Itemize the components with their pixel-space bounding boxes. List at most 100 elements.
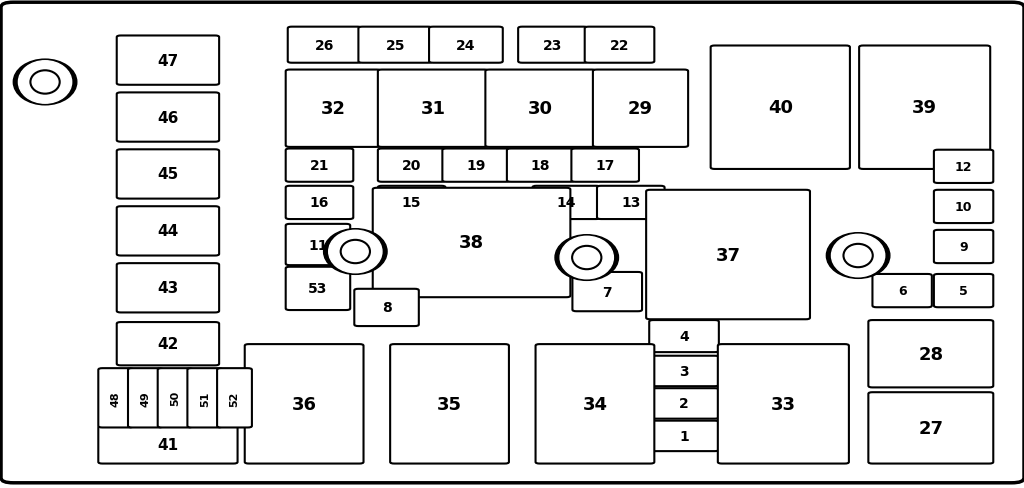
FancyBboxPatch shape (378, 186, 445, 220)
FancyBboxPatch shape (217, 368, 252, 427)
FancyBboxPatch shape (286, 267, 350, 310)
FancyBboxPatch shape (572, 272, 642, 312)
Text: 39: 39 (912, 99, 937, 117)
FancyBboxPatch shape (117, 207, 219, 256)
Ellipse shape (18, 61, 72, 104)
Text: 41: 41 (158, 438, 178, 452)
FancyBboxPatch shape (934, 230, 993, 264)
FancyBboxPatch shape (378, 70, 488, 147)
FancyBboxPatch shape (286, 70, 381, 147)
Ellipse shape (831, 235, 885, 277)
Text: 21: 21 (309, 159, 330, 173)
Text: 12: 12 (954, 161, 973, 174)
Text: 5: 5 (959, 285, 968, 298)
Text: 52: 52 (229, 390, 240, 406)
FancyBboxPatch shape (286, 186, 353, 220)
Text: 32: 32 (321, 100, 346, 118)
Text: 6: 6 (898, 285, 906, 298)
Ellipse shape (555, 235, 618, 281)
Ellipse shape (826, 233, 890, 279)
Ellipse shape (324, 229, 387, 275)
Text: 36: 36 (292, 395, 316, 413)
FancyBboxPatch shape (117, 323, 219, 366)
FancyBboxPatch shape (868, 392, 993, 464)
FancyBboxPatch shape (585, 28, 654, 63)
Text: 1: 1 (679, 429, 689, 443)
FancyBboxPatch shape (390, 345, 509, 464)
FancyBboxPatch shape (649, 321, 719, 352)
FancyBboxPatch shape (128, 368, 163, 427)
Text: 14: 14 (556, 196, 577, 210)
Text: 48: 48 (111, 390, 121, 406)
FancyBboxPatch shape (649, 421, 719, 451)
FancyBboxPatch shape (288, 28, 361, 63)
FancyBboxPatch shape (245, 345, 364, 464)
Text: 40: 40 (768, 99, 793, 117)
Text: 34: 34 (583, 395, 607, 413)
FancyBboxPatch shape (442, 149, 510, 183)
FancyBboxPatch shape (859, 46, 990, 170)
Text: 2: 2 (679, 397, 689, 410)
Text: 26: 26 (315, 39, 334, 53)
FancyBboxPatch shape (378, 149, 445, 183)
Text: 18: 18 (530, 159, 551, 173)
Text: 29: 29 (628, 100, 653, 118)
Text: 20: 20 (402, 159, 421, 173)
Text: 50: 50 (170, 390, 180, 406)
Text: 37: 37 (716, 246, 740, 264)
Text: 35: 35 (437, 395, 462, 413)
Text: 44: 44 (158, 224, 178, 239)
FancyBboxPatch shape (872, 274, 932, 307)
FancyBboxPatch shape (358, 28, 432, 63)
FancyBboxPatch shape (354, 289, 419, 326)
FancyBboxPatch shape (571, 149, 639, 183)
FancyBboxPatch shape (117, 150, 219, 199)
FancyBboxPatch shape (646, 190, 810, 320)
FancyBboxPatch shape (934, 150, 993, 183)
FancyBboxPatch shape (649, 388, 719, 419)
FancyBboxPatch shape (485, 70, 596, 147)
Text: 7: 7 (602, 285, 612, 299)
FancyBboxPatch shape (286, 149, 353, 183)
FancyBboxPatch shape (532, 186, 600, 220)
Text: 51: 51 (200, 390, 210, 406)
FancyBboxPatch shape (593, 70, 688, 147)
FancyBboxPatch shape (286, 224, 350, 265)
FancyBboxPatch shape (117, 37, 219, 85)
FancyBboxPatch shape (117, 93, 219, 142)
Text: 22: 22 (609, 39, 630, 53)
FancyBboxPatch shape (158, 368, 193, 427)
Text: 49: 49 (140, 390, 151, 406)
Text: 43: 43 (158, 281, 178, 296)
Text: 8: 8 (382, 301, 391, 315)
Text: 28: 28 (919, 345, 943, 363)
Text: 19: 19 (467, 159, 485, 173)
Text: 13: 13 (622, 196, 640, 210)
Ellipse shape (329, 231, 382, 273)
FancyBboxPatch shape (98, 427, 238, 464)
FancyBboxPatch shape (98, 368, 133, 427)
FancyBboxPatch shape (649, 356, 719, 386)
Text: 30: 30 (528, 100, 553, 118)
FancyBboxPatch shape (507, 149, 574, 183)
FancyBboxPatch shape (868, 321, 993, 387)
FancyBboxPatch shape (429, 28, 503, 63)
Text: 53: 53 (308, 282, 328, 296)
Text: 16: 16 (310, 196, 329, 210)
FancyBboxPatch shape (934, 274, 993, 307)
Text: 4: 4 (679, 329, 689, 344)
FancyBboxPatch shape (711, 46, 850, 170)
Text: 46: 46 (158, 110, 178, 125)
Text: 24: 24 (456, 39, 476, 53)
Text: 38: 38 (459, 234, 484, 252)
Text: 17: 17 (596, 159, 614, 173)
FancyBboxPatch shape (718, 345, 849, 464)
FancyBboxPatch shape (597, 186, 665, 220)
Text: 23: 23 (544, 39, 562, 53)
Text: 33: 33 (771, 395, 796, 413)
FancyBboxPatch shape (1, 3, 1024, 483)
Ellipse shape (560, 237, 613, 279)
FancyBboxPatch shape (934, 190, 993, 224)
FancyBboxPatch shape (536, 345, 654, 464)
Text: 42: 42 (158, 337, 178, 351)
